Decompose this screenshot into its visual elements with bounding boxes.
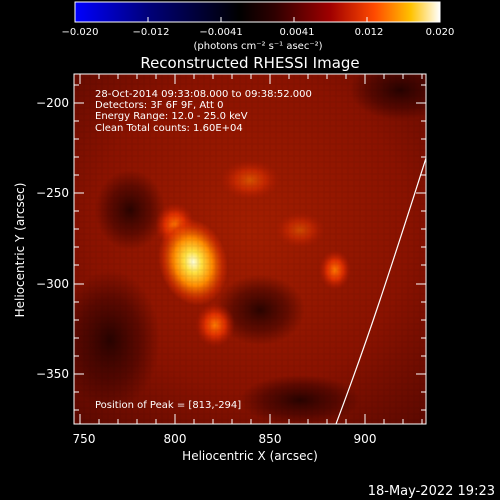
y-tick-label: −250: [36, 186, 69, 200]
y-tick-label: −350: [36, 367, 69, 381]
colorbar-tick-label: −0.0041: [199, 27, 242, 38]
annotation-line: Detectors: 3F 6F 9F, Att 0: [95, 100, 223, 111]
x-tick-label: 850: [259, 432, 282, 446]
x-axis-label: Heliocentric X (arcsec): [182, 449, 318, 463]
colorbar-tick-label: −0.012: [132, 27, 169, 38]
colorbar-gradient: [74, 1, 441, 23]
colorbar-units-label: (photons cm⁻² s⁻¹ asec⁻²): [193, 41, 322, 52]
annotation-line: 28-Oct-2014 09:33:08.000 to 09:38:52.000: [95, 89, 312, 100]
hxr-image: 28-Oct-2014 09:33:08.000 to 09:38:52.000…: [74, 74, 426, 424]
y-axis-label: Heliocentric Y (arcsec): [13, 183, 27, 318]
annotation-line: Energy Range: 12.0 - 25.0 keV: [95, 111, 248, 122]
plot-title: Reconstructed RHESSI Image: [140, 54, 359, 72]
x-tick-label: 900: [354, 432, 377, 446]
x-tick-label: 750: [73, 432, 96, 446]
y-tick-label: −300: [36, 277, 69, 291]
colorbar-tick-label: 0.020: [426, 27, 455, 38]
plot-frame: [73, 73, 427, 425]
axis-ticks: [74, 74, 426, 424]
peak-position-label: Position of Peak = [813,-294]: [95, 400, 241, 411]
colorbar-tick-labels: −0.020 −0.012 −0.0041 0.0041 0.012 0.020: [61, 27, 454, 38]
pixel-texture: [74, 74, 426, 424]
colorbar: −0.020 −0.012 −0.0041 0.0041 0.012 0.020…: [61, 1, 454, 52]
y-tick-label: −200: [36, 96, 69, 110]
solar-limb-line: [335, 156, 426, 424]
annotation-line: Clean Total counts: 1.60E+04: [95, 123, 243, 134]
x-tick-labels: 750 800 850 900: [73, 432, 377, 446]
image-annotations: 28-Oct-2014 09:33:08.000 to 09:38:52.000…: [95, 89, 312, 411]
colorbar-ticks: [74, 17, 441, 22]
footer-timestamp: 18-May-2022 19:23: [368, 484, 495, 499]
colorbar-tick-label: 0.012: [355, 27, 384, 38]
x-tick-label: 800: [164, 432, 187, 446]
y-tick-labels: −200 −250 −300 −350: [36, 96, 69, 381]
colorbar-tick-label: 0.0041: [280, 27, 315, 38]
colorbar-tick-label: −0.020: [61, 27, 98, 38]
